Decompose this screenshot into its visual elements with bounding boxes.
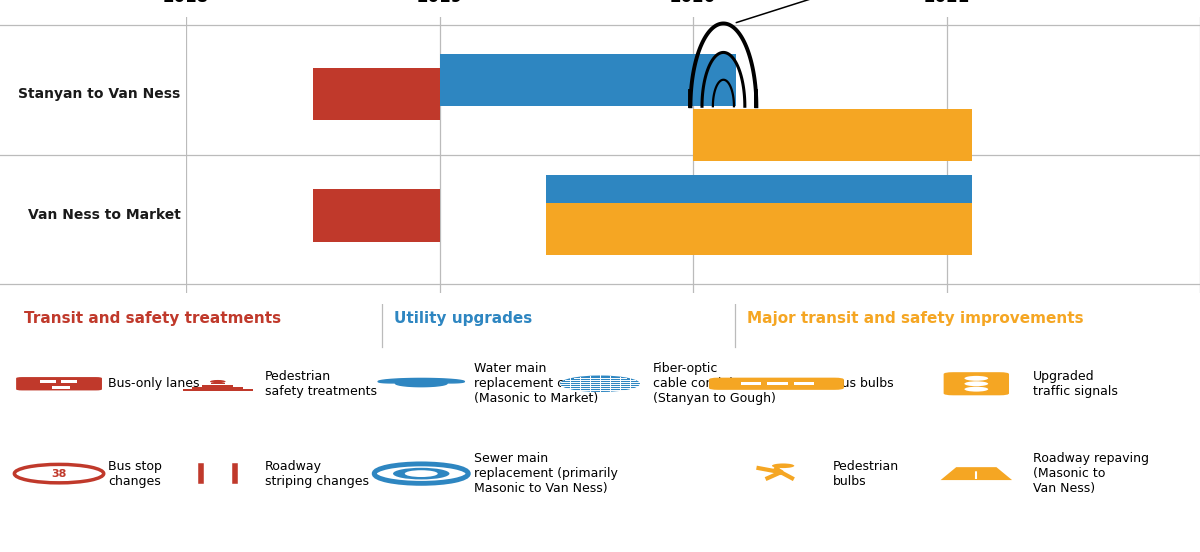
FancyBboxPatch shape (439, 54, 736, 106)
FancyBboxPatch shape (313, 68, 439, 120)
Text: Major transit and safety improvements: Major transit and safety improvements (746, 311, 1084, 326)
FancyBboxPatch shape (203, 385, 233, 386)
Circle shape (772, 464, 794, 468)
FancyBboxPatch shape (182, 389, 253, 391)
FancyBboxPatch shape (313, 189, 439, 242)
Text: Bus-only lanes: Bus-only lanes (108, 377, 200, 390)
Circle shape (965, 381, 988, 386)
Text: Bus stop
changes: Bus stop changes (108, 460, 162, 487)
FancyBboxPatch shape (61, 380, 77, 384)
FancyBboxPatch shape (546, 203, 972, 255)
Circle shape (14, 464, 103, 483)
Text: Utility upgrades: Utility upgrades (394, 311, 533, 326)
Text: Stanyan to Van Ness: Stanyan to Van Ness (18, 87, 180, 101)
Polygon shape (941, 467, 1012, 480)
Circle shape (965, 376, 988, 381)
Text: Roadway repaving
(Masonic to
Van Ness): Roadway repaving (Masonic to Van Ness) (1033, 452, 1148, 495)
Text: Transit and safety treatments: Transit and safety treatments (24, 311, 281, 326)
FancyBboxPatch shape (943, 372, 1009, 395)
Text: Sewer main
replacement (primarily
Masonic to Van Ness): Sewer main replacement (primarily Masoni… (474, 452, 618, 495)
Text: 38: 38 (52, 469, 67, 479)
FancyBboxPatch shape (40, 380, 55, 384)
Text: Pedestrian
bulbs: Pedestrian bulbs (833, 460, 899, 487)
Circle shape (374, 464, 468, 484)
FancyBboxPatch shape (211, 383, 224, 385)
Text: 2019: 2019 (416, 0, 463, 6)
Text: Upgraded
traffic signals: Upgraded traffic signals (1033, 370, 1117, 398)
Circle shape (394, 468, 450, 480)
Text: Demolition of Steiner Street pedestrian
bridge over an entire weekend: Demolition of Steiner Street pedestrian … (737, 0, 1084, 23)
FancyBboxPatch shape (694, 109, 972, 162)
Text: Van Ness to Market: Van Ness to Market (28, 208, 180, 222)
FancyBboxPatch shape (52, 386, 70, 389)
Circle shape (965, 387, 988, 391)
Text: 2021: 2021 (923, 0, 970, 6)
Circle shape (210, 380, 226, 383)
Polygon shape (378, 379, 464, 383)
Text: Fiber-optic
cable conduits
(Stanyan to Gough): Fiber-optic cable conduits (Stanyan to G… (653, 362, 775, 405)
Polygon shape (395, 380, 448, 386)
FancyBboxPatch shape (709, 378, 844, 390)
Text: Water main
replacement on Geary
(Masonic to Market): Water main replacement on Geary (Masonic… (474, 362, 614, 405)
Circle shape (560, 375, 640, 392)
FancyBboxPatch shape (192, 387, 244, 389)
Circle shape (404, 470, 438, 477)
FancyBboxPatch shape (740, 381, 761, 385)
Text: Roadway
striping changes: Roadway striping changes (265, 460, 368, 487)
FancyBboxPatch shape (546, 176, 972, 228)
Text: Bus bulbs: Bus bulbs (833, 377, 894, 390)
FancyBboxPatch shape (768, 381, 787, 385)
Text: 2020: 2020 (670, 0, 716, 6)
Text: 2018: 2018 (163, 0, 209, 6)
FancyBboxPatch shape (16, 377, 102, 390)
Text: Pedestrian
safety treatments: Pedestrian safety treatments (265, 370, 377, 398)
FancyBboxPatch shape (794, 381, 815, 385)
